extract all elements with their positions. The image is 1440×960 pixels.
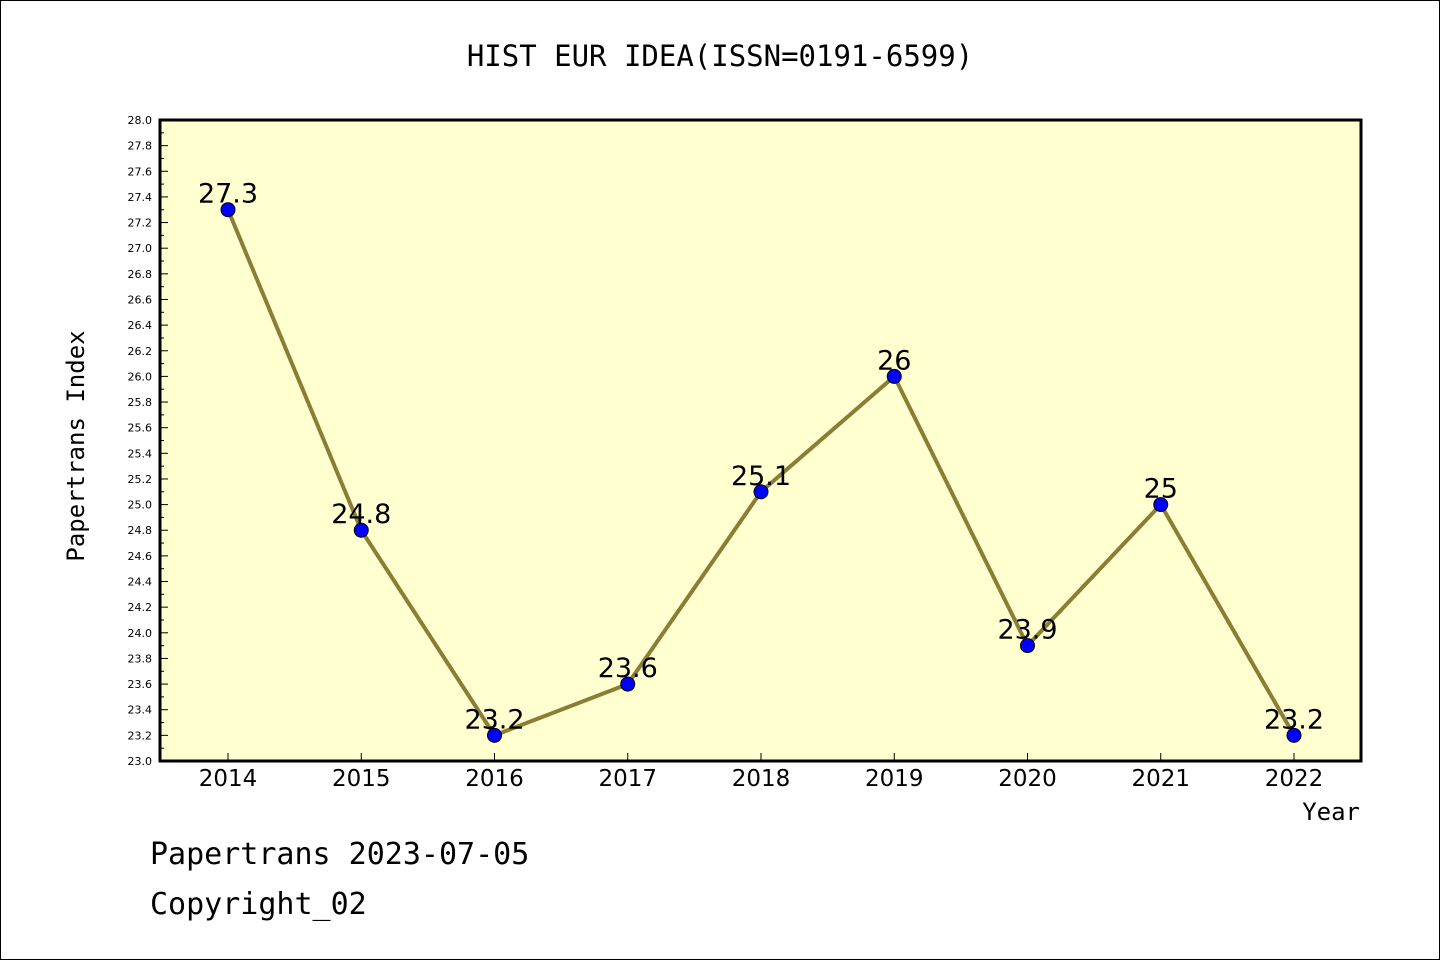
x-tick-label: 2022 bbox=[1265, 766, 1324, 792]
y-tick-label: 26.6 bbox=[128, 293, 153, 306]
y-tick-label: 28.0 bbox=[128, 114, 153, 127]
y-tick-label: 24.2 bbox=[128, 601, 153, 614]
x-tick-label: 2015 bbox=[332, 766, 391, 792]
data-label: 23.6 bbox=[598, 653, 658, 684]
x-axis: 2014 2015 2016 2017 2018 2019 2020 2021 2022 bbox=[199, 753, 1324, 792]
x-tick-label: 2016 bbox=[465, 766, 524, 792]
y-tick-label: 25.0 bbox=[128, 499, 153, 512]
data-point bbox=[487, 727, 502, 743]
x-tick-label: 2019 bbox=[865, 766, 924, 792]
y-tick-label: 26.2 bbox=[128, 345, 153, 358]
data-label: 25.1 bbox=[731, 461, 791, 492]
data-point bbox=[1286, 727, 1302, 743]
data-label: 26 bbox=[877, 345, 911, 376]
data-point bbox=[620, 676, 636, 692]
y-tick-label: 24.6 bbox=[128, 550, 153, 563]
x-tick-label: 2017 bbox=[598, 766, 657, 792]
footer-copyright: Copyright_02 bbox=[150, 887, 367, 922]
y-tick-label: 26.4 bbox=[128, 319, 153, 332]
y-tick-label: 23.8 bbox=[128, 652, 153, 665]
footer-date: Papertrans 2023-07-05 bbox=[150, 837, 529, 872]
series-layer: 27.3 24.8 23.2 23.6 25.1 26 23.9 25 23.2 bbox=[198, 179, 1324, 743]
data-point bbox=[753, 484, 769, 500]
data-label: 23.2 bbox=[1264, 704, 1324, 735]
y-tick-label: 25.2 bbox=[128, 473, 153, 486]
y-tick-label: 27.6 bbox=[128, 165, 153, 178]
data-point bbox=[220, 202, 236, 218]
y-tick-label: 24.4 bbox=[128, 576, 153, 589]
y-tick-label: 27.4 bbox=[128, 191, 153, 204]
data-point bbox=[1020, 638, 1035, 654]
data-label: 24.8 bbox=[331, 499, 391, 530]
data-label: 27.3 bbox=[198, 179, 258, 210]
y-tick-label: 27.2 bbox=[128, 217, 153, 230]
y-axis-label: Papertrans Index bbox=[62, 330, 90, 561]
y-tick-label: 25.4 bbox=[128, 447, 153, 460]
plot-area bbox=[158, 118, 1363, 763]
chart-title: HIST EUR IDEA(ISSN=0191-6599) bbox=[467, 39, 973, 73]
y-tick-label: 23.0 bbox=[128, 755, 153, 768]
data-label: 23.9 bbox=[997, 615, 1057, 646]
y-tick-label: 23.4 bbox=[128, 704, 153, 717]
y-tick-label: 24.8 bbox=[128, 524, 153, 537]
y-tick-label: 26.8 bbox=[128, 268, 153, 281]
y-tick-label: 25.8 bbox=[128, 396, 153, 409]
data-point bbox=[886, 368, 902, 384]
y-tick-label: 24.0 bbox=[128, 627, 153, 640]
y-tick-label: 23.6 bbox=[128, 678, 153, 691]
x-tick-label: 2021 bbox=[1131, 766, 1190, 792]
x-tick-label: 2014 bbox=[199, 766, 258, 792]
data-label: 25 bbox=[1144, 474, 1178, 505]
x-tick-label: 2018 bbox=[732, 766, 791, 792]
x-tick-label: 2020 bbox=[998, 766, 1057, 792]
y-tick-label: 26.0 bbox=[128, 370, 153, 383]
data-point bbox=[353, 522, 369, 538]
data-label: 23.2 bbox=[464, 704, 524, 735]
y-tick-label: 25.6 bbox=[128, 422, 153, 435]
y-tick-label: 27.8 bbox=[128, 140, 153, 153]
x-axis-label: Year bbox=[1302, 798, 1360, 826]
y-axis: 23.0 23.2 23.4 23.6 23.8 24.0 24.2 24.4 24.6 24.8… bbox=[128, 114, 168, 768]
y-tick-label: 23.2 bbox=[128, 729, 153, 742]
y-tick-label: 27.0 bbox=[128, 242, 153, 255]
data-point bbox=[1153, 497, 1169, 513]
